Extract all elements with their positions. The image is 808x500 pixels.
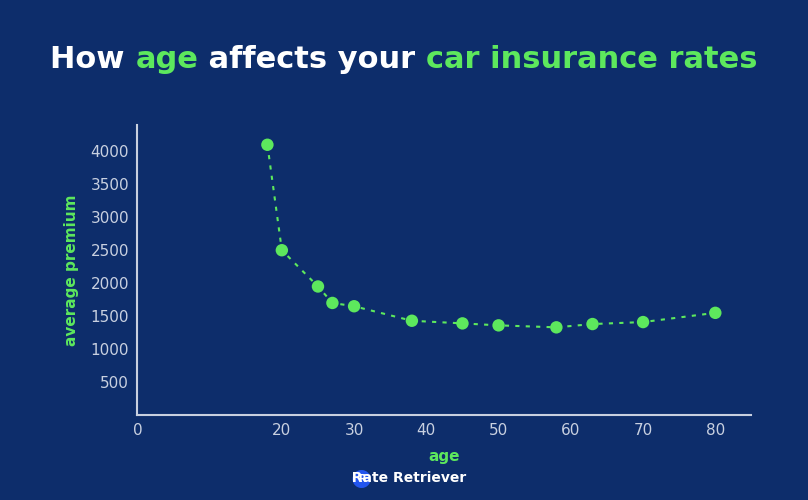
Point <box>456 320 469 328</box>
Text: affects your: affects your <box>198 45 426 74</box>
Point <box>709 309 722 317</box>
Text: Rate Retriever: Rate Retriever <box>342 470 466 484</box>
Point <box>261 141 274 149</box>
Point <box>637 318 650 326</box>
Text: car insurance rates: car insurance rates <box>426 45 758 74</box>
Point <box>406 317 419 325</box>
Point <box>312 282 325 290</box>
Y-axis label: average premium: average premium <box>65 194 79 346</box>
Point <box>276 246 288 254</box>
Point <box>550 324 563 332</box>
Text: R: R <box>358 474 365 484</box>
Point <box>326 299 339 307</box>
Text: How: How <box>50 45 136 74</box>
Text: age: age <box>136 45 198 74</box>
Point <box>347 302 360 310</box>
Point <box>492 322 505 330</box>
Wedge shape <box>352 470 371 488</box>
Point <box>586 320 599 328</box>
X-axis label: age: age <box>429 450 460 464</box>
